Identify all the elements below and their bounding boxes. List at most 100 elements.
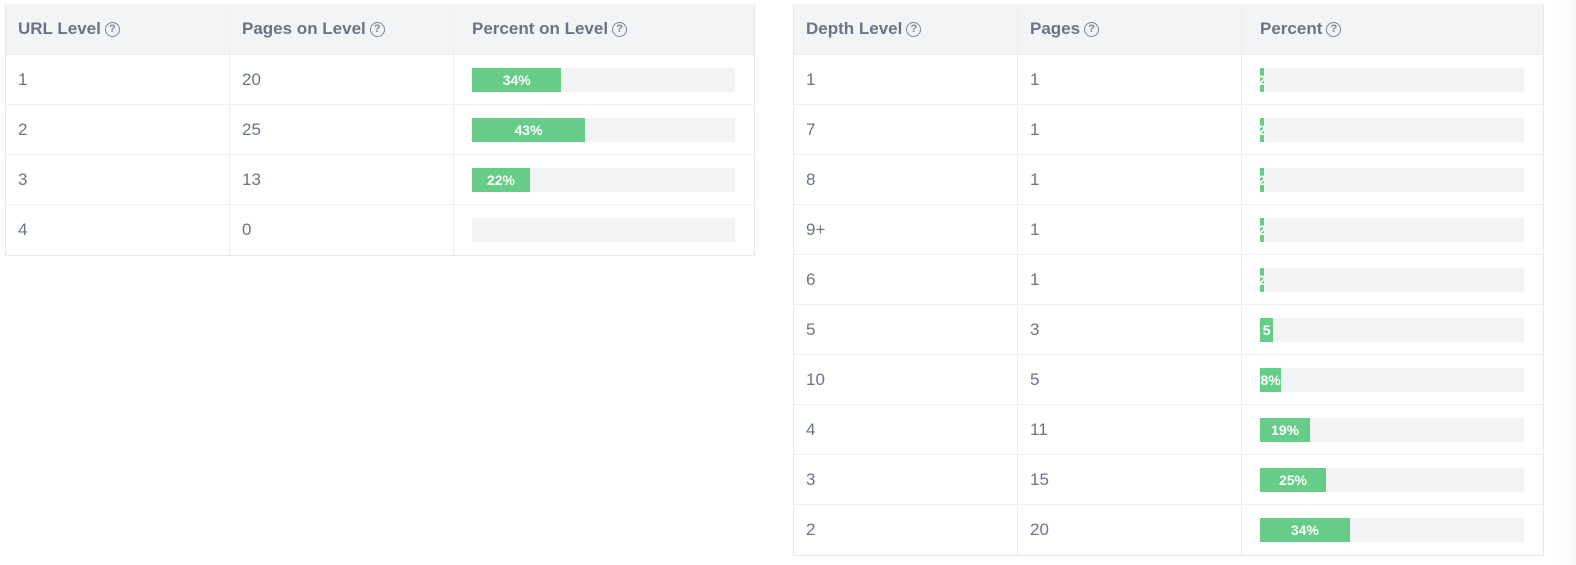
percent-bar-fill: 5 <box>1260 317 1274 342</box>
percent-bar-track: 8% <box>1260 367 1524 392</box>
percent-bar-fill: 8% <box>1260 367 1282 392</box>
percent-bar-track: 25% <box>1260 467 1524 492</box>
header-percent: Percent ? <box>1242 4 1543 54</box>
level-cell: 6 <box>794 255 1018 304</box>
pages-cell: 20 <box>230 55 454 104</box>
header-label: URL Level <box>18 19 101 38</box>
pages-cell: 20 <box>1018 505 1242 555</box>
percent-bar-track: 22% <box>472 167 735 192</box>
table-row: 4 11 19% <box>794 405 1543 455</box>
percent-bar-track: 5 <box>1260 317 1524 342</box>
table-row: 10 5 8% <box>794 355 1543 405</box>
table-header: Depth Level ? Pages ? Percent ? <box>794 4 1543 55</box>
percent-cell: 2 <box>1242 255 1543 304</box>
help-icon[interactable]: ? <box>1084 21 1100 37</box>
percent-cell: 2 <box>1242 205 1543 254</box>
level-cell: 8 <box>794 155 1018 204</box>
percent-bar-track <box>472 218 735 242</box>
pages-cell: 25 <box>230 105 454 154</box>
percent-cell: 8% <box>1242 355 1543 404</box>
level-cell: 10 <box>794 355 1018 404</box>
percent-bar-fill: 25% <box>1260 467 1326 492</box>
table-row: 2 20 34% <box>794 505 1543 555</box>
level-cell: 1 <box>6 55 230 104</box>
level-cell: 9+ <box>794 205 1018 254</box>
level-cell: 2 <box>6 105 230 154</box>
percent-bar-track: 34% <box>472 67 735 92</box>
percent-cell: 5 <box>1242 305 1543 354</box>
percent-bar-track: 19% <box>1260 417 1524 442</box>
percent-cell: 43% <box>454 105 754 154</box>
level-cell: 3 <box>794 455 1018 504</box>
header-depth-level: Depth Level ? <box>794 4 1018 54</box>
header-pages: Pages ? <box>1018 4 1242 54</box>
percent-cell: 22% <box>454 155 754 204</box>
level-cell: 5 <box>794 305 1018 354</box>
pages-cell: 11 <box>1018 405 1242 454</box>
header-label: Pages on Level <box>242 19 366 38</box>
percent-bar-fill: 19% <box>1260 417 1311 442</box>
percent-bar-fill: 2 <box>1260 117 1264 142</box>
help-icon[interactable]: ? <box>612 21 628 37</box>
level-cell: 4 <box>6 205 230 255</box>
pages-cell: 15 <box>1018 455 1242 504</box>
header-percent-on-level: Percent on Level ? <box>454 4 754 54</box>
level-cell: 7 <box>794 105 1018 154</box>
percent-bar-fill: 2 <box>1260 217 1264 242</box>
percent-cell <box>454 205 754 255</box>
header-label: Percent on Level <box>472 19 609 38</box>
help-icon[interactable]: ? <box>906 21 922 37</box>
header-label: Depth Level <box>806 19 903 38</box>
percent-bar-track: 2 <box>1260 117 1524 142</box>
table-header: URL Level ? Pages on Level ? Percent on … <box>6 4 754 55</box>
level-cell: 3 <box>6 155 230 204</box>
url-level-table: URL Level ? Pages on Level ? Percent on … <box>5 4 755 256</box>
pages-cell: 1 <box>1018 205 1242 254</box>
percent-cell: 19% <box>1242 405 1543 454</box>
table-row: 9+ 1 2 <box>794 205 1543 255</box>
percent-bar-track: 2 <box>1260 67 1524 92</box>
percent-cell: 34% <box>1242 505 1543 555</box>
percent-bar-fill: 34% <box>472 67 562 92</box>
pages-cell: 1 <box>1018 55 1242 104</box>
pages-cell: 0 <box>230 205 454 255</box>
help-icon[interactable]: ? <box>1326 21 1342 37</box>
table-row: 3 13 22% <box>6 155 754 205</box>
help-icon[interactable]: ? <box>104 21 120 37</box>
level-cell: 2 <box>794 505 1018 555</box>
pages-cell: 5 <box>1018 355 1242 404</box>
percent-bar-fill: 2 <box>1260 167 1264 192</box>
percent-bar-fill: 2 <box>1260 267 1264 292</box>
percent-bar-fill: 34% <box>1260 518 1350 542</box>
table-body: 1 20 34% 2 25 43% 3 13 22% 4 0 <box>6 55 754 255</box>
level-cell: 1 <box>794 55 1018 104</box>
percent-cell: 2 <box>1242 105 1543 154</box>
help-icon[interactable]: ? <box>369 21 385 37</box>
table-row: 3 15 25% <box>794 455 1543 505</box>
percent-cell: 2 <box>1242 55 1543 104</box>
table-body: 1 1 2 7 1 2 8 1 2 9+ 1 2 6 1 2 5 3 5 10 5 8% 4 11 19% 3 15 25% 2 20 3… <box>794 55 1543 555</box>
header-label: Pages <box>1030 19 1081 38</box>
pages-cell: 1 <box>1018 105 1242 154</box>
percent-bar-track: 2 <box>1260 167 1524 192</box>
header-url-level: URL Level ? <box>6 4 230 54</box>
header-pages-on-level: Pages on Level ? <box>230 4 454 54</box>
scroll-edge-shadow <box>1554 0 1576 565</box>
percent-cell: 25% <box>1242 455 1543 504</box>
percent-cell: 2 <box>1242 155 1543 204</box>
level-cell: 4 <box>794 405 1018 454</box>
percent-bar-track: 34% <box>1260 518 1524 542</box>
percent-bar-fill: 43% <box>472 117 586 142</box>
percent-bar-fill: 2 <box>1260 67 1264 92</box>
percent-bar-track: 2 <box>1260 217 1524 242</box>
pages-cell: 13 <box>230 155 454 204</box>
pages-cell: 1 <box>1018 255 1242 304</box>
pages-cell: 1 <box>1018 155 1242 204</box>
percent-bar-fill: 22% <box>472 167 530 192</box>
